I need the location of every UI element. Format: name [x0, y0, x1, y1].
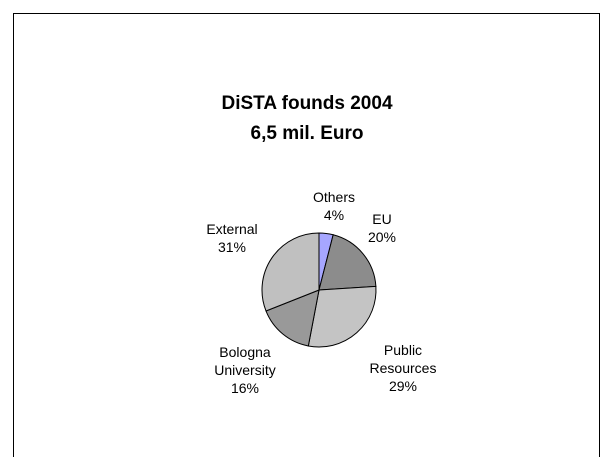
slice-percent-label: 20% [368, 229, 396, 245]
slice-name-label: External [206, 221, 257, 237]
chart-title: DiSTA founds 2004 [221, 93, 393, 114]
pie-slice-4 [261, 232, 320, 312]
chart-subtitle: 6,5 mil. Euro [250, 123, 364, 144]
slice-percent-label: 16% [231, 380, 259, 396]
slice-name-label: Resources [370, 360, 437, 376]
slice-name-label: University [214, 362, 275, 378]
slice-name-label: Public [384, 342, 422, 358]
pie-slice-2 [307, 285, 377, 348]
slice-name-label: EU [372, 211, 391, 227]
slice-name-label: Bologna [219, 344, 271, 360]
slice-percent-label: 29% [389, 378, 417, 394]
slice-name-label: Others [313, 189, 355, 205]
slice-percent-label: 4% [324, 207, 344, 223]
slice-percent-label: 31% [218, 239, 246, 255]
pie-slice-3 [265, 289, 320, 347]
pie-slice-1 [318, 234, 377, 291]
